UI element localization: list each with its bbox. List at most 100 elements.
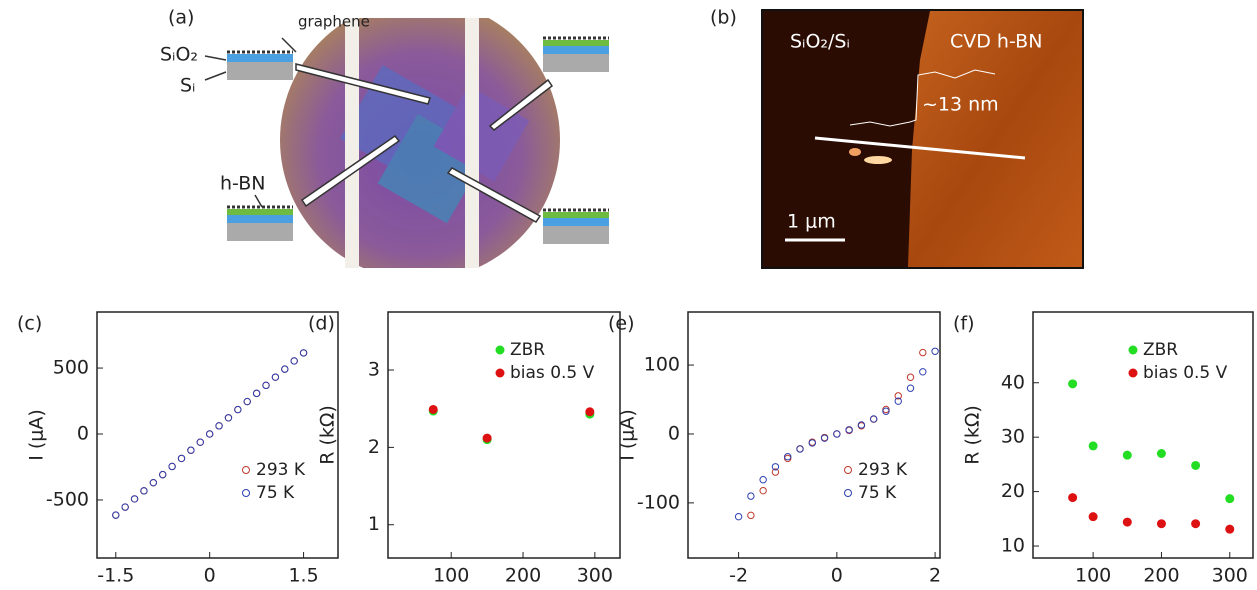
x-tick-label: -2 [729,565,748,587]
data-point [760,477,766,483]
y-tick-label: 500 [53,357,89,379]
panel-label: (d) [308,313,335,335]
data-point [216,423,222,429]
y-tick-label: 0 [668,422,680,444]
data-point [206,431,212,437]
legend-label: bias 0.5 V [510,363,595,383]
legend-label: 75 K [256,483,295,503]
data-point [1191,519,1200,528]
x-tick-label: -1.5 [97,565,134,587]
data-point [1157,449,1166,458]
panel-label: (e) [608,313,635,335]
y-tick-label: 0 [77,423,89,445]
panel-label: (f) [953,313,975,335]
data-point [291,358,297,364]
wafer-photo [280,0,560,280]
y-tick-label: 20 [1001,480,1025,502]
data-point [1191,461,1200,470]
annotation: graphene [298,13,370,31]
data-point [188,447,194,453]
data-point [282,366,288,372]
data-point [131,496,137,502]
annotation: CVD h-BN [950,31,1042,53]
data-point [932,348,938,354]
data-point [300,350,306,356]
y-tick-label: 3 [368,359,380,381]
data-point [244,398,250,404]
y-tick-label: 2 [368,436,380,458]
data-point [263,382,269,388]
legend-marker [845,490,852,497]
data-point [920,349,926,355]
y-axis-label: R (kΩ) [317,405,339,465]
data-point [1089,441,1098,450]
x-tick-label: 0 [831,565,843,587]
panel-label: (a) [168,7,194,29]
y-axis-label: I (μA) [26,409,48,461]
data-point [797,446,803,452]
data-point [735,513,741,519]
data-point [160,471,166,477]
annotation: Sᵢ [180,75,195,97]
panel-label: (b) [710,7,737,29]
y-axis-label: I (μA) [617,409,639,461]
data-point [1225,525,1234,534]
data-point [197,439,203,445]
data-point [235,406,241,412]
data-point [169,463,175,469]
legend-marker [243,490,250,497]
data-point [1123,451,1132,460]
data-point [225,415,231,421]
y-tick-label: 30 [1001,426,1025,448]
data-point [1068,493,1077,502]
annotation: h-BN [220,173,265,195]
x-tick-label: 2 [929,565,941,587]
annotation: SᵢO₂ [160,44,198,66]
data-point [907,385,913,391]
panel-a: (a) gr [160,0,609,280]
y-tick-label: -100 [637,491,680,513]
data-point [113,512,119,518]
data-point [1157,519,1166,528]
legend-marker [496,346,505,355]
data-point [1123,518,1132,527]
legend-marker [496,369,505,378]
panel-b: (b) SᵢO₂/Sᵢ CVD h-BN ~13 nm 1 μm [710,7,1083,269]
y-tick-label: 1 [368,513,380,535]
data-point [122,504,128,510]
legend-label: 293 K [256,460,306,480]
data-point [870,416,876,422]
legend-label: bias 0.5 V [1143,363,1228,383]
plot-frame [97,312,338,558]
data-point [483,434,492,443]
x-tick-label: 300 [577,565,613,587]
data-point [748,512,754,518]
data-point [1089,512,1098,521]
data-point [748,493,754,499]
data-point [253,390,259,396]
x-tick-label: 100 [433,565,469,587]
legend-label: ZBR [510,340,545,360]
annotation: ~13 nm [922,94,999,116]
data-point [1068,379,1077,388]
x-tick-label: 100 [1075,565,1111,587]
data-point [834,431,840,437]
legend-marker [1129,346,1138,355]
data-point [429,405,438,414]
data-point [760,487,766,493]
x-tick-label: 1.5 [288,565,318,587]
x-tick-label: 0 [204,565,216,587]
scale-bar-label: 1 μm [787,211,836,233]
annotation: SᵢO₂/Sᵢ [790,31,850,53]
data-point [585,407,594,416]
y-axis-label: R (kΩ) [962,405,984,465]
legend-marker [1129,369,1138,378]
data-point [178,455,184,461]
y-tick-label: -500 [46,488,89,510]
panel-label: (c) [17,313,42,335]
x-tick-label: 200 [505,565,541,587]
data-point [141,488,147,494]
legend-label: 293 K [858,460,908,480]
data-point [150,479,156,485]
figure: (a) gr [0,0,1257,590]
